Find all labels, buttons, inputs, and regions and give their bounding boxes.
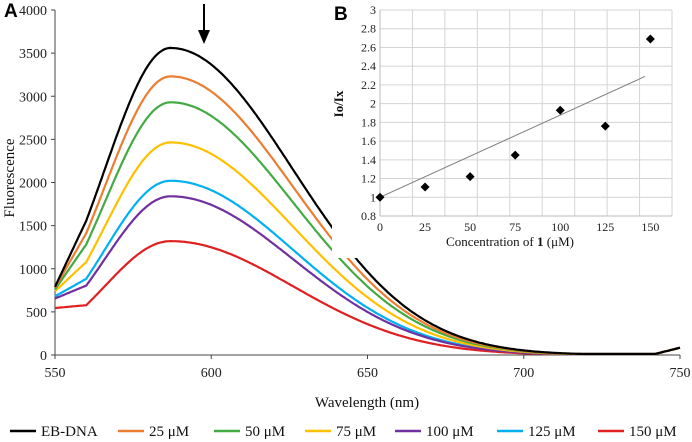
inset-x-title-part-2: 1 xyxy=(537,234,544,249)
inset-x-title-part-3: (μM) xyxy=(544,234,574,249)
main-y-tick-label: 1500 xyxy=(19,220,47,235)
main-x-tick-label: 750 xyxy=(670,366,691,381)
inset-x-tick-label: 25 xyxy=(419,220,431,234)
inset-y-tick-label: 2.8 xyxy=(361,22,376,36)
main-y-tick-label: 500 xyxy=(26,306,47,321)
inset-data-point xyxy=(420,182,430,192)
inset-y-tick-label: 2.2 xyxy=(361,78,376,92)
inset-data-point xyxy=(375,192,385,202)
inset-data-point xyxy=(510,150,520,160)
inset-y-tick-label: 1.4 xyxy=(361,153,376,167)
main-y-tick-label: 0 xyxy=(40,349,47,364)
main-y-tick-label: 3000 xyxy=(19,90,47,105)
inset-background xyxy=(332,2,678,258)
main-x-tick-label: 700 xyxy=(513,366,534,381)
main-x-axis-title: Wavelength (nm) xyxy=(315,395,419,411)
inset-x-tick-label: 75 xyxy=(509,220,521,234)
inset-gridlines xyxy=(379,9,673,217)
inset-y-tick-label: 1.2 xyxy=(361,172,376,186)
inset-chart: 0.811.21.41.61.822.22.42.62.83 0 25 50 75 10… xyxy=(331,2,678,258)
peak-arrow xyxy=(198,4,210,44)
peak-arrow-head xyxy=(198,30,210,44)
main-y-tick-label: 3500 xyxy=(19,47,47,62)
legend-label: 75 μM xyxy=(336,424,376,440)
legend-label: 50 μM xyxy=(245,424,285,440)
series-line-eb-dna xyxy=(54,46,681,356)
main-y-ticks: 0 500 1000 1500 2000 2500 3000 3500 4000 xyxy=(19,4,55,364)
inset-data-point xyxy=(555,105,565,115)
inset-y-tick-label: 1.6 xyxy=(361,134,376,148)
inset-y-tick-label: 1 xyxy=(370,190,376,204)
main-y-tick-label: 1000 xyxy=(19,263,47,278)
inset-y-tick-label: 2.6 xyxy=(361,40,376,54)
main-series xyxy=(54,46,681,356)
inset-x-tick-label: 50 xyxy=(464,220,476,234)
main-y-tick-label: 2000 xyxy=(19,177,47,192)
main-x-tick-label: 650 xyxy=(357,366,378,381)
inset-data-point xyxy=(465,172,475,182)
inset-x-ticks: 0 25 50 75 100 125 150 xyxy=(377,220,659,234)
panel-b-label: B xyxy=(334,4,348,25)
legend-label: 100 μM xyxy=(426,424,474,440)
inset-y-tick-label: 1.8 xyxy=(361,115,376,129)
main-x-ticks: 550 600 650 700 750 xyxy=(45,355,691,381)
inset-y-tick-label: 2 xyxy=(370,97,376,111)
inset-y-ticks: 0.8 1 1.2 1.4 1.6 1.8 2 2.2 2.4 2.6 2.8 3 xyxy=(361,3,376,223)
main-y-axis-title: Fluorescence xyxy=(2,138,18,217)
inset-data-point xyxy=(645,34,655,44)
inset-x-tick-label: 0 xyxy=(377,220,383,234)
legend-label: 125 μM xyxy=(528,424,576,440)
inset-x-title-part-1: Concentration of xyxy=(446,234,537,249)
legend-label: 25 μM xyxy=(149,424,189,440)
inset-trendline xyxy=(379,76,646,198)
panel-a-label: A xyxy=(4,1,18,22)
legend: EB-DNA 25 μM 50 μM 75 μM 100 μM 125 μM 150 μM xyxy=(10,424,677,440)
inset-y-axis-title: Io/Ix xyxy=(331,90,346,117)
main-y-tick-label: 2500 xyxy=(19,133,47,148)
inset-y-tick-label: 0.8 xyxy=(361,209,376,223)
main-x-tick-label: 550 xyxy=(45,366,66,381)
main-x-tick-label: 600 xyxy=(201,366,222,381)
inset-y-tick-label: 2.4 xyxy=(361,59,376,73)
legend-label: 150 μM xyxy=(629,424,677,440)
inset-y-tick-label: 3 xyxy=(370,3,376,17)
main-y-tick-label: 4000 xyxy=(19,4,47,19)
inset-x-tick-label: 150 xyxy=(641,220,659,234)
inset-x-tick-label: 100 xyxy=(551,220,569,234)
inset-x-tick-label: 125 xyxy=(596,220,614,234)
inset-points xyxy=(375,34,655,202)
inset-data-point xyxy=(600,121,610,131)
inset-x-axis-title: Concentration of 1 (μM) xyxy=(446,234,574,249)
legend-label: EB-DNA xyxy=(41,424,98,440)
